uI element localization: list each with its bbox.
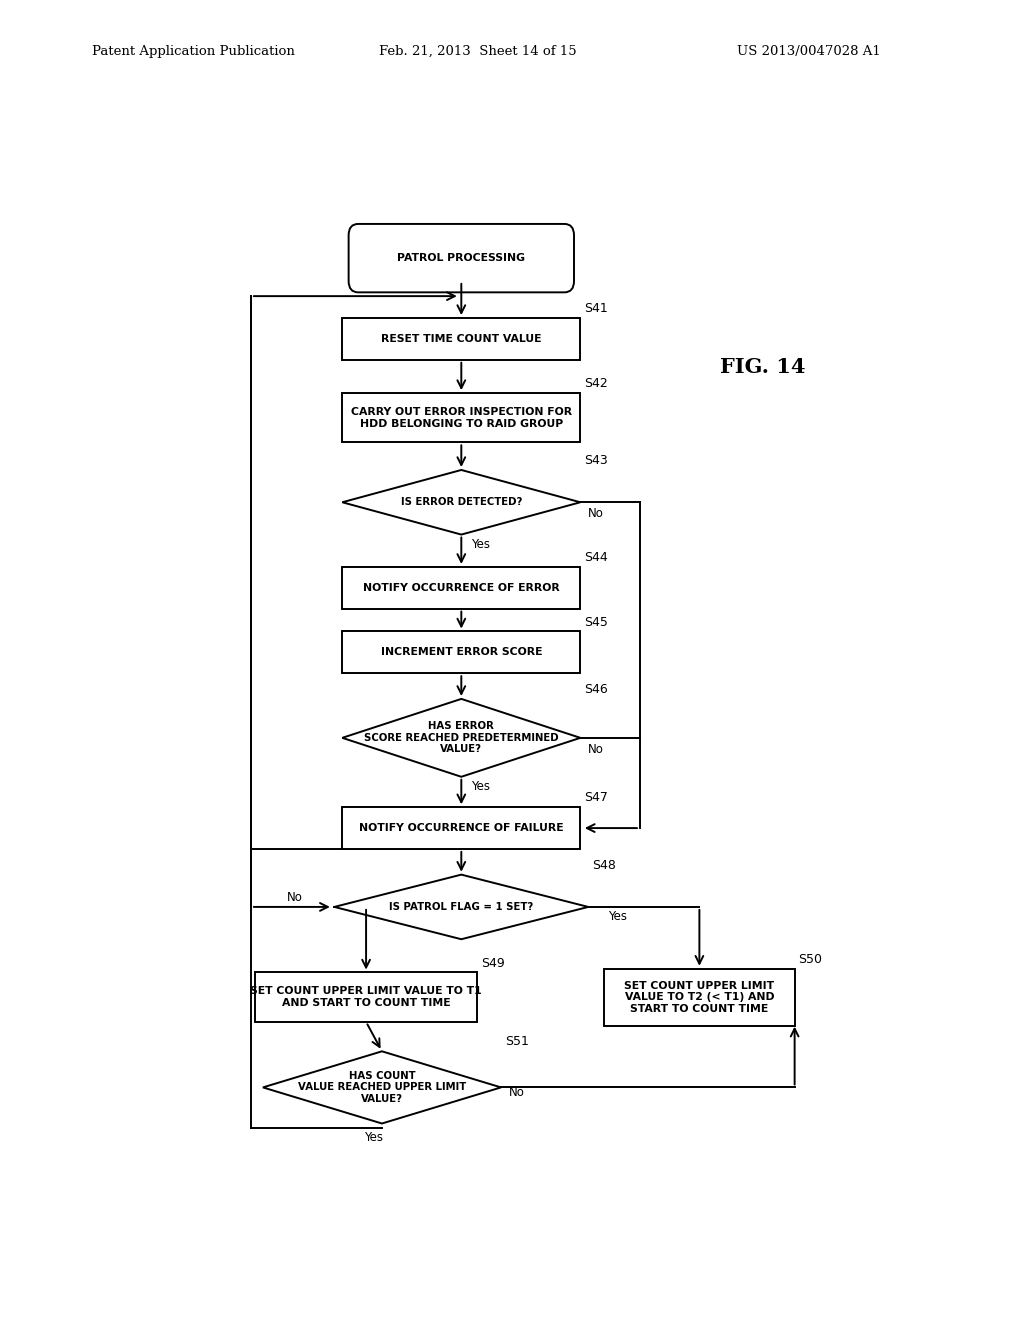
Text: SET COUNT UPPER LIMIT VALUE TO T1
AND START TO COUNT TIME: SET COUNT UPPER LIMIT VALUE TO T1 AND ST…: [250, 986, 482, 1008]
Bar: [604, 969, 795, 1026]
Bar: [255, 973, 477, 1022]
Bar: [342, 631, 581, 673]
Text: NOTIFY OCCURRENCE OF FAILURE: NOTIFY OCCURRENCE OF FAILURE: [359, 824, 563, 833]
Text: S46: S46: [585, 682, 608, 696]
Text: No: No: [588, 743, 604, 756]
Text: PATROL PROCESSING: PATROL PROCESSING: [397, 253, 525, 263]
Text: FIG. 14: FIG. 14: [720, 358, 806, 378]
Text: S47: S47: [585, 791, 608, 804]
Text: Feb. 21, 2013  Sheet 14 of 15: Feb. 21, 2013 Sheet 14 of 15: [379, 45, 577, 58]
Text: Yes: Yes: [608, 909, 627, 923]
Text: Yes: Yes: [471, 780, 489, 793]
Text: S43: S43: [585, 454, 608, 467]
Text: RESET TIME COUNT VALUE: RESET TIME COUNT VALUE: [381, 334, 542, 345]
Text: US 2013/0047028 A1: US 2013/0047028 A1: [737, 45, 881, 58]
Polygon shape: [263, 1051, 501, 1123]
Text: S50: S50: [799, 953, 822, 966]
Text: IS ERROR DETECTED?: IS ERROR DETECTED?: [400, 498, 522, 507]
Polygon shape: [342, 698, 581, 776]
Text: SET COUNT UPPER LIMIT
VALUE TO T2 (< T1) AND
START TO COUNT TIME: SET COUNT UPPER LIMIT VALUE TO T2 (< T1)…: [625, 981, 774, 1014]
Text: HAS COUNT
VALUE REACHED UPPER LIMIT
VALUE?: HAS COUNT VALUE REACHED UPPER LIMIT VALU…: [298, 1071, 466, 1104]
Text: No: No: [287, 891, 303, 904]
Text: S45: S45: [585, 615, 608, 628]
Text: NOTIFY OCCURRENCE OF ERROR: NOTIFY OCCURRENCE OF ERROR: [362, 582, 560, 593]
Text: S49: S49: [481, 957, 505, 970]
Text: Yes: Yes: [471, 537, 489, 550]
Text: S48: S48: [592, 859, 616, 871]
Text: S51: S51: [505, 1035, 528, 1048]
Text: Patent Application Publication: Patent Application Publication: [92, 45, 295, 58]
Bar: [342, 393, 581, 442]
Polygon shape: [342, 470, 581, 535]
Text: S44: S44: [585, 550, 608, 564]
Bar: [342, 566, 581, 609]
Polygon shape: [334, 875, 588, 940]
FancyBboxPatch shape: [348, 224, 574, 292]
Bar: [342, 808, 581, 849]
Text: No: No: [509, 1085, 525, 1098]
Text: S41: S41: [585, 302, 608, 315]
Text: IS PATROL FLAG = 1 SET?: IS PATROL FLAG = 1 SET?: [389, 902, 534, 912]
Bar: [342, 318, 581, 360]
Text: No: No: [588, 507, 604, 520]
Text: S42: S42: [585, 378, 608, 391]
Text: CARRY OUT ERROR INSPECTION FOR
HDD BELONGING TO RAID GROUP: CARRY OUT ERROR INSPECTION FOR HDD BELON…: [351, 407, 571, 429]
Text: HAS ERROR
SCORE REACHED PREDETERMINED
VALUE?: HAS ERROR SCORE REACHED PREDETERMINED VA…: [364, 721, 559, 755]
Text: INCREMENT ERROR SCORE: INCREMENT ERROR SCORE: [381, 647, 542, 657]
Text: Yes: Yes: [365, 1131, 384, 1144]
